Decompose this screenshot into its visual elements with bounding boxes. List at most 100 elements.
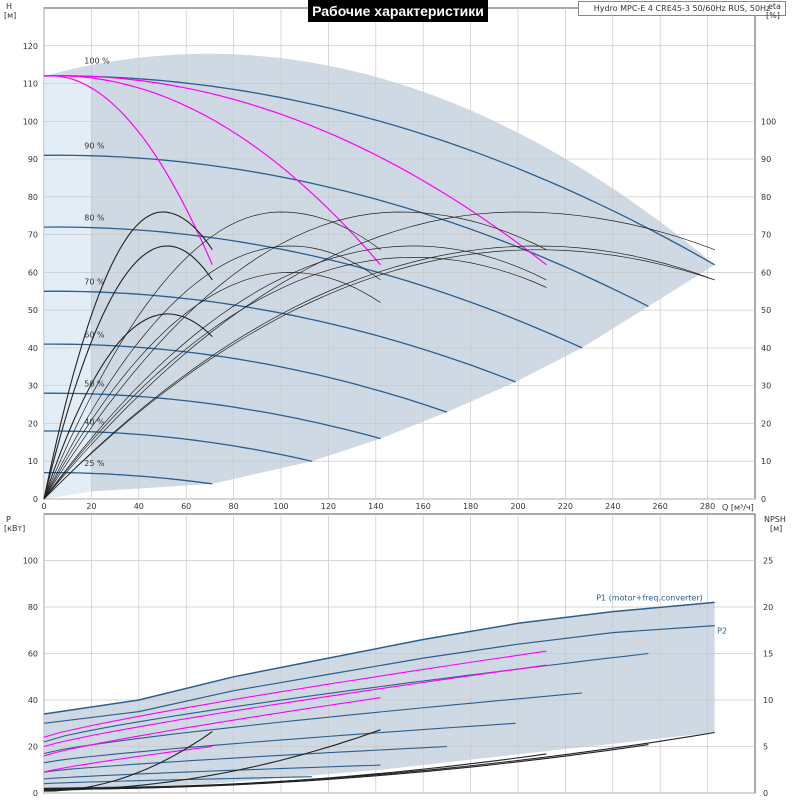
speed-curve-0 — [43, 75, 716, 266]
npsh-tick-label-5: 25 — [763, 557, 773, 566]
y-tick-label-10: 100 — [23, 117, 38, 126]
p1-series-label: P1 (motor+freq.converter) — [596, 593, 703, 602]
power-y-tick-label-2: 40 — [28, 696, 38, 705]
y-tick-label-5: 50 — [28, 306, 38, 315]
y2-tick-label-8: 80 — [761, 193, 771, 202]
y2-tick-label-0: 0 — [761, 495, 766, 504]
eta-curve-11 — [43, 249, 715, 500]
eta-curve-1 — [43, 211, 381, 500]
speed-label-7: 25 % — [84, 459, 105, 468]
p2-curve — [43, 625, 715, 724]
x-tick-label-4: 80 — [229, 502, 239, 511]
speed-curve-1 — [43, 154, 649, 307]
x-tick-label-12: 240 — [605, 502, 620, 511]
p-axis-label: P — [6, 515, 11, 524]
y-tick-label-8: 80 — [28, 193, 38, 202]
y2-tick-label-9: 90 — [761, 155, 771, 164]
power-y-tick-label-4: 80 — [28, 603, 38, 612]
x-tick-label-5: 100 — [273, 502, 288, 511]
y-tick-label-0: 0 — [33, 495, 38, 504]
pump-curve-1 — [43, 75, 381, 266]
eta-curve-6 — [43, 245, 547, 500]
eta-axis-label: eta — [768, 2, 781, 11]
q-axis-label: Q [м³/ч] — [722, 503, 754, 512]
y-tick-label-6: 60 — [28, 268, 38, 277]
power-y-tick-label-3: 60 — [28, 650, 38, 659]
x-tick-label-8: 160 — [416, 502, 431, 511]
pump-power-curve-0 — [43, 650, 547, 738]
eta-curve-2 — [43, 211, 547, 500]
npsh-tick-label-3: 15 — [763, 650, 773, 659]
y2-tick-label-1: 10 — [761, 457, 771, 466]
x-tick-label-1: 20 — [86, 502, 96, 511]
x-tick-label-14: 280 — [700, 502, 715, 511]
speed-label-1: 90 % — [84, 142, 105, 151]
pump-power-curve-1 — [43, 664, 547, 748]
x-tick-label-9: 180 — [463, 502, 478, 511]
eta-curve-4 — [43, 245, 213, 500]
x-tick-label-11: 220 — [558, 502, 573, 511]
y-tick-label-4: 40 — [28, 344, 38, 353]
y-tick-label-7: 70 — [28, 231, 38, 240]
speed-label-2: 80 % — [84, 213, 105, 222]
power-curve-0 — [43, 652, 649, 743]
power-y-tick-label-0: 0 — [33, 789, 38, 798]
y2-tick-label-5: 50 — [761, 306, 771, 315]
npsh-tick-label-2: 10 — [763, 696, 773, 705]
p2-series-label: P2 — [717, 627, 727, 636]
y-tick-label-2: 20 — [28, 419, 38, 428]
power-y-tick-label-1: 20 — [28, 743, 38, 752]
y2-tick-label-4: 40 — [761, 344, 771, 353]
p1-curve — [43, 601, 715, 715]
x-tick-label-10: 200 — [510, 502, 525, 511]
x-tick-label-0: 0 — [41, 502, 46, 511]
y2-tick-label-2: 20 — [761, 419, 771, 428]
eta-curve-3 — [43, 211, 715, 500]
pump-power-curve-2 — [43, 697, 381, 757]
eta-curve-8 — [43, 313, 213, 500]
power-curve-4 — [43, 764, 381, 780]
chart-title: Рабочие характеристики — [308, 0, 488, 22]
pump-curve-0 — [43, 75, 213, 266]
speed-label-5: 50 % — [84, 380, 105, 389]
eta-curve-7 — [43, 245, 715, 500]
x-tick-label-3: 60 — [181, 502, 191, 511]
y2-tick-label-7: 70 — [761, 231, 771, 240]
npsh-axis-label: NPSH — [764, 515, 786, 524]
npsh-tick-label-1: 5 — [763, 743, 768, 752]
h-axis-label: H — [6, 2, 13, 11]
speed-label-3: 70 % — [84, 278, 105, 287]
y-tick-label-3: 30 — [28, 382, 38, 391]
y-tick-label-1: 10 — [28, 457, 38, 466]
x-tick-label-6: 120 — [321, 502, 336, 511]
npsh-tick-label-4: 20 — [763, 603, 773, 612]
eta-axis-unit: [%] — [766, 11, 780, 20]
y2-tick-label-6: 60 — [761, 268, 771, 277]
npsh-tick-label-0: 0 — [763, 789, 768, 798]
speed-curve-7 — [44, 471, 213, 485]
eta-curve-0 — [43, 211, 213, 500]
eta-curve-9 — [43, 272, 381, 500]
npsh-curve-2 — [43, 753, 547, 790]
power-curve-5 — [43, 776, 312, 785]
p-axis-unit: [кВт] — [4, 524, 26, 533]
eta-curve-10 — [43, 256, 547, 500]
npsh-curve-3 — [43, 729, 381, 791]
power-envelope — [44, 602, 715, 791]
npsh-curve-0 — [43, 731, 715, 789]
power-curve-1 — [43, 692, 583, 755]
eta-curve-5 — [43, 245, 381, 500]
power-curve-2 — [43, 722, 516, 764]
y-tick-label-11: 110 — [23, 80, 38, 89]
npsh-axis-unit: [м] — [770, 524, 783, 533]
x-tick-label-2: 40 — [134, 502, 144, 511]
speed-curve-5 — [44, 392, 381, 440]
power-curve-3 — [43, 745, 447, 773]
speed-label-0: 100 % — [84, 57, 110, 66]
speed-label-6: 40 % — [84, 417, 105, 426]
y2-tick-label-10: 100 — [761, 117, 776, 126]
speed-curve-3 — [43, 290, 516, 383]
y2-tick-label-3: 30 — [761, 382, 771, 391]
speed-curve-4 — [44, 343, 448, 413]
